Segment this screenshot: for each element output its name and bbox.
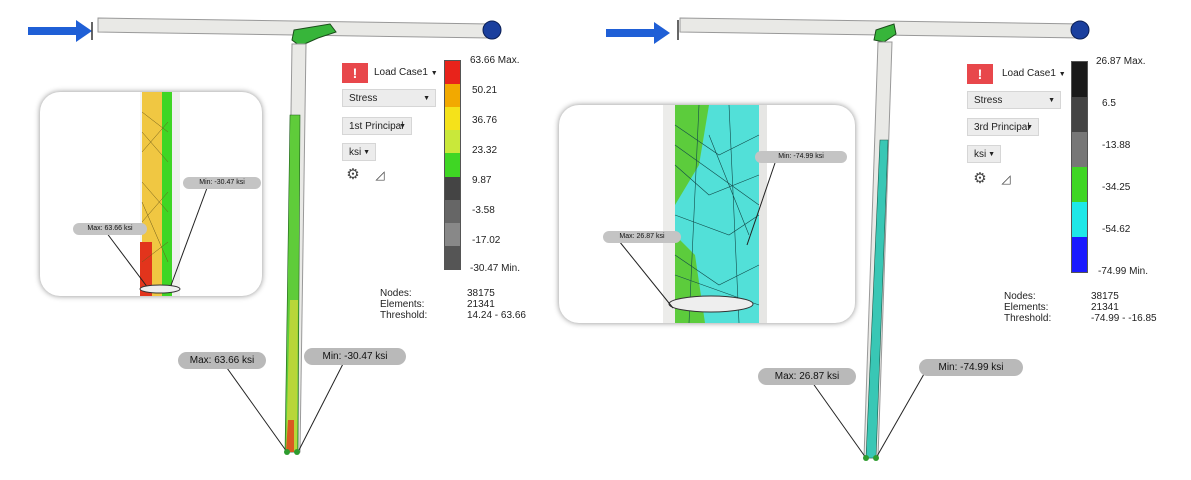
result-type-dropdown[interactable]: Stress ▼ xyxy=(967,91,1061,109)
scale-band xyxy=(1072,62,1087,97)
scale-tick: 9.87 xyxy=(472,175,492,186)
scale-band xyxy=(1072,132,1087,167)
scale-tick: -34.25 xyxy=(1102,182,1131,193)
pin-support-icon xyxy=(482,20,502,40)
caret-down-icon: ▼ xyxy=(363,149,370,156)
caret-down-icon: ▼ xyxy=(1058,71,1066,78)
caret-down-icon: ▼ xyxy=(399,123,406,130)
left-mesh-values: 38175 21341 14.24 - 63.66 xyxy=(467,288,526,321)
load-case-dropdown[interactable]: Load Case1 ▼ xyxy=(374,67,438,78)
left-model-view[interactable] xyxy=(0,0,595,480)
scale-band xyxy=(1072,202,1087,237)
left-panel: Max: 63.66 ksi Min: -30.47 ksi Max: 63.6… xyxy=(0,0,595,480)
scale-band xyxy=(445,130,460,154)
right-min-callout: Min: -74.99 ksi xyxy=(919,359,1023,376)
scale-band xyxy=(445,153,460,177)
right-mesh-stats: Nodes: Elements: Threshold: xyxy=(1004,291,1052,324)
component-dropdown[interactable]: 3rd Principal ▼ xyxy=(967,118,1039,136)
caret-down-icon: ▼ xyxy=(1048,97,1055,104)
result-type-dropdown[interactable]: Stress ▼ xyxy=(342,89,436,107)
load-arrow-icon xyxy=(606,20,679,44)
caret-down-icon: ▼ xyxy=(1026,124,1033,131)
load-arrow-icon xyxy=(28,20,93,42)
right-color-scale xyxy=(1071,61,1088,273)
component-dropdown[interactable]: 1st Principal ▼ xyxy=(342,117,412,135)
scale-tick: 50.21 xyxy=(472,85,498,96)
right-inset: Max: 26.87 ksi Min: -74.99 ksi xyxy=(559,105,855,323)
alert-icon[interactable]: ! xyxy=(967,64,993,84)
scale-tick: -17.02 xyxy=(472,235,501,246)
left-color-scale xyxy=(444,60,461,270)
scale-tick: -54.62 xyxy=(1102,224,1131,235)
scale-tick: -3.58 xyxy=(472,205,495,216)
scale-tick: 6.5 xyxy=(1102,98,1116,109)
scale-band xyxy=(1072,97,1087,132)
scale-tick: -74.99 Min. xyxy=(1098,266,1149,277)
right-inset-max-callout: Max: 26.87 ksi xyxy=(603,231,681,243)
right-model-view[interactable] xyxy=(596,0,1191,480)
left-mesh-stats: Nodes: Elements: Threshold: xyxy=(380,288,428,321)
right-max-callout: Max: 26.87 ksi xyxy=(758,368,856,385)
scale-tick: 36.76 xyxy=(472,115,498,126)
caret-down-icon: ▼ xyxy=(988,151,995,158)
joint-mesh xyxy=(873,23,897,43)
scale-band xyxy=(445,176,460,200)
scale-band xyxy=(445,84,460,108)
load-case-dropdown[interactable]: Load Case1 ▼ xyxy=(1002,68,1066,79)
probe-triangle-icon[interactable]: ◿ xyxy=(375,168,385,182)
left-inset: Max: 63.66 ksi Min: -30.47 ksi xyxy=(40,92,262,296)
scale-band xyxy=(445,61,460,85)
left-min-callout: Min: -30.47 ksi xyxy=(304,348,406,365)
left-inset-min-callout: Min: -30.47 ksi xyxy=(183,177,261,189)
scale-band xyxy=(1072,237,1087,272)
scale-band xyxy=(445,107,460,131)
right-inset-min-callout: Min: -74.99 ksi xyxy=(755,151,847,163)
scale-tick: 63.66 Max. xyxy=(470,55,520,66)
units-dropdown[interactable]: ksi ▼ xyxy=(342,143,376,161)
caret-down-icon: ▼ xyxy=(430,70,438,77)
settings-gear-icon[interactable]: ⚙ xyxy=(973,170,987,187)
scale-tick: 23.32 xyxy=(472,145,498,156)
scale-band xyxy=(1072,167,1087,202)
left-inset-max-callout: Max: 63.66 ksi xyxy=(73,223,147,235)
scale-band xyxy=(445,222,460,246)
caret-down-icon: ▼ xyxy=(423,95,430,102)
left-max-callout: Max: 63.66 ksi xyxy=(178,352,266,369)
alert-icon[interactable]: ! xyxy=(342,63,368,83)
scale-tick: 26.87 Max. xyxy=(1096,56,1146,67)
units-dropdown[interactable]: ksi ▼ xyxy=(967,145,1001,163)
scale-band xyxy=(445,199,460,223)
settings-gear-icon[interactable]: ⚙ xyxy=(346,166,360,183)
scale-tick: -13.88 xyxy=(1102,140,1131,151)
right-mesh-values: 38175 21341 -74.99 - -16.85 xyxy=(1091,291,1157,324)
right-panel: Max: 26.87 ksi Min: -74.99 ksi Max: 26.8… xyxy=(559,0,1191,480)
scale-tick: -30.47 Min. xyxy=(470,263,521,274)
probe-triangle-icon[interactable]: ◿ xyxy=(1001,172,1011,186)
scale-band xyxy=(445,245,460,269)
joint-mesh xyxy=(291,23,337,47)
pin-support-icon xyxy=(1070,20,1090,40)
